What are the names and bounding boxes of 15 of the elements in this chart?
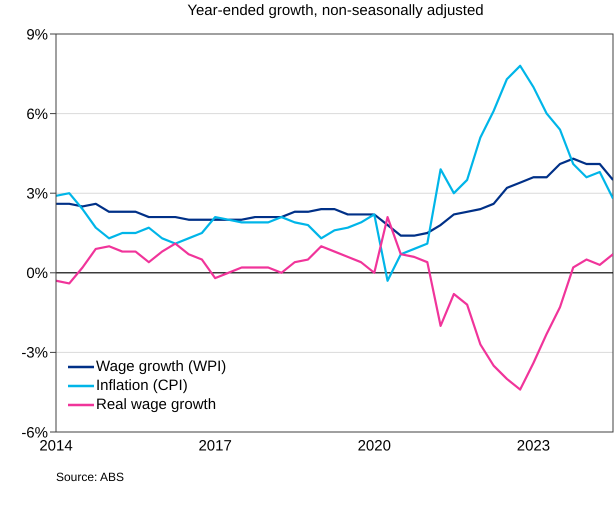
y-tick-label: 3% [26,186,48,203]
x-tick-label: 2017 [198,438,232,455]
source-note: Source: ABS [56,470,126,484]
y-tick-label: 0% [26,265,48,282]
line-series [56,64,613,282]
x-tick-label: 2020 [358,438,391,455]
line-series [56,158,613,237]
legend-label: Inflation (CPI) [96,376,188,395]
chart-subtitle: Year-ended growth, non-seasonally adjusted [186,2,485,19]
legend-label: Wage growth (WPI) [96,357,226,376]
y-tick-label: 6% [26,106,48,123]
y-tick-label: -3% [21,344,48,362]
y-tick-label: 9% [26,26,48,44]
x-tick-label: 2023 [516,438,550,455]
legend-label: Real wage growth [96,395,216,414]
